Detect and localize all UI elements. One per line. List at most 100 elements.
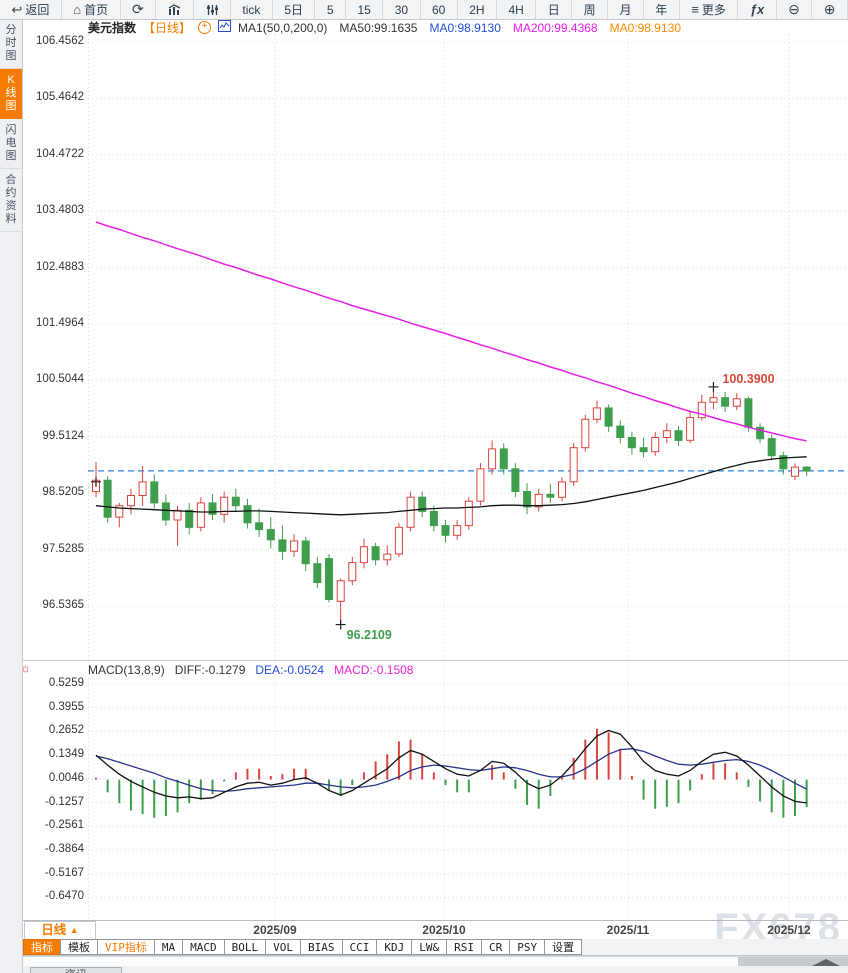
toolbar-zoom-in-icon[interactable]: ⊕ (812, 0, 848, 19)
macd-axis-label: -0.2561 (44, 819, 84, 832)
price-axis-label: 98.5205 (42, 486, 84, 499)
scrollbar-thumb[interactable] (738, 957, 848, 967)
kline-chart-icon (168, 3, 182, 16)
toolbar-button-日[interactable]: 日 (536, 0, 573, 19)
ma-value: MA50:99.1635 (339, 20, 418, 35)
indicator-tab-PSY[interactable]: PSY (509, 939, 546, 955)
toolbar-button-tick[interactable]: tick (231, 0, 273, 19)
indicator-tab-BOLL[interactable]: BOLL (223, 939, 267, 955)
zoom-out-icon: ⊖ (788, 1, 800, 17)
macd-value: DIFF:-0.1279 (174, 663, 246, 677)
symbol-name: 美元指数 (88, 21, 137, 35)
macd-axis-label: 0.0046 (48, 771, 84, 784)
refresh-icon: ⟳ (132, 1, 144, 17)
macd-header: MACD(13,8,9) DIFF:-0.1279 DEA:-0.0524 MACD:… (88, 663, 413, 677)
macd-axis-label: -0.6470 (44, 890, 84, 903)
toolbar-button-月[interactable]: 月 (608, 0, 644, 19)
collapse-arrow-icon[interactable] (812, 959, 840, 966)
toolbar-button-年[interactable]: 年 (644, 0, 680, 19)
macd-axis-label: 0.1349 (48, 748, 84, 761)
macd-value: MACD(13,8,9) (88, 663, 165, 677)
macd-axis-label: 0.5259 (48, 677, 84, 689)
toolbar-button-60[interactable]: 60 (421, 0, 458, 19)
main-candlestick-chart[interactable] (88, 35, 848, 660)
toolbar-button-首页[interactable]: ⌂ 首页 (62, 0, 121, 19)
price-axis-label: 97.5285 (42, 542, 84, 555)
ma-value: MA1(50,0,200,0) (238, 20, 328, 35)
toolbar-zoom-out-icon[interactable]: ⊖ (777, 0, 813, 19)
toolbar-button-更多[interactable]: ≡ 更多 (680, 0, 739, 19)
x-axis-date-label: 2025/09 (253, 923, 297, 937)
main-chart-header: 美元指数 【日线】 + MA1(50,0,200,0) MA50:99.1635 M… (88, 20, 681, 35)
kline-mini-icon (218, 20, 232, 35)
indicator-tab-BIAS[interactable]: BIAS (300, 939, 343, 955)
indicator-tab-KDJ[interactable]: KDJ (376, 939, 413, 955)
sidebar-item-分时图[interactable]: 分时图 (0, 19, 22, 69)
indicator-tab-设置[interactable]: 设置 (544, 939, 583, 955)
toolbar-button-30[interactable]: 30 (383, 0, 421, 19)
home-icon: ⌂ (73, 1, 82, 17)
toolbar-indicator-sliders-icon[interactable] (194, 0, 231, 19)
toolbar-button-5日[interactable]: 5日 (273, 0, 316, 19)
top-toolbar: ↩ 返回 ⌂ 首页 ⟳ tick 5日 5 15 30 60 2H 4H 日周月年 ≡ 更多 ƒx ⊖ ⊕ (0, 0, 848, 20)
indicator-tab-CCI[interactable]: CCI (341, 939, 378, 955)
indicator-tab-VOL[interactable]: VOL (265, 939, 301, 955)
high-price-annotation: 100.3900 (722, 371, 775, 386)
macd-value: MACD:-0.1508 (334, 663, 414, 677)
period-selector-button[interactable]: 日线 ▲ (24, 921, 96, 941)
macd-axis-label: 0.3955 (48, 700, 84, 713)
sidebar-item-合约资料[interactable]: 合约资料 (0, 169, 22, 232)
indicator-tab-MACD[interactable]: MACD (182, 939, 225, 955)
sidebar-item-闪电图[interactable]: 闪电图 (0, 119, 22, 169)
indicator-tab-模板[interactable]: 模板 (60, 939, 98, 955)
add-indicator-icon[interactable]: + (198, 21, 212, 34)
toolbar-button-5[interactable]: 5 (315, 0, 347, 19)
indicator-tab-指标[interactable]: 指标 (23, 939, 61, 955)
x-axis-row (0, 920, 848, 941)
toolbar-button-15[interactable]: 15 (346, 0, 384, 19)
back-icon: ↩ (11, 1, 23, 17)
indicator-tabs-row: 指标 模板 VIP指标 MA MACD BOLL VOL BIAS CCI KDJ LW& RSI CR… (0, 939, 848, 956)
price-axis-label: 96.5365 (42, 599, 84, 611)
x-axis-date-label: 2025/12 (767, 923, 811, 937)
macd-settings-icon[interactable]: ☼ (20, 661, 31, 675)
indicator-tab-RSI[interactable]: RSI (446, 939, 482, 955)
macd-axis-label: -0.3864 (44, 842, 84, 855)
x-axis-date-label: 2025/11 (606, 923, 650, 937)
toolbar-fx-icon[interactable]: ƒx (738, 0, 777, 19)
price-axis-label: 102.4883 (36, 260, 84, 273)
toolbar-button-返回[interactable]: ↩ 返回 (0, 0, 62, 19)
panel-separator (0, 660, 848, 661)
bottom-scroll-strip (0, 956, 848, 967)
price-axis-label: 103.4803 (36, 204, 84, 217)
indicator-sliders-icon (206, 4, 219, 16)
ma-value: MA0:98.9130 (609, 20, 681, 35)
macd-axis-label: -0.5167 (44, 866, 84, 879)
toolbar-button-2H[interactable]: 2H (458, 0, 498, 19)
indicator-tab-MA[interactable]: MA (153, 939, 184, 955)
indicator-tab-CR[interactable]: CR (481, 939, 511, 955)
toolbar-refresh-icon[interactable]: ⟳ (121, 0, 157, 19)
ma-value: MA0:98.9130 (429, 20, 501, 35)
toolbar-button-4H[interactable]: 4H (497, 0, 537, 19)
toolbar-button-周[interactable]: 周 (572, 0, 609, 19)
price-axis-label: 104.4722 (36, 147, 84, 160)
indicator-tab-LW&[interactable]: LW& (411, 939, 448, 955)
low-price-annotation: 96.2109 (346, 627, 392, 642)
ma-value: MA200:99.4368 (512, 20, 598, 35)
fx-icon: ƒx (749, 1, 765, 17)
news-tab-partial[interactable]: 资讯 (30, 967, 122, 973)
price-axis-label: 106.4562 (36, 35, 84, 47)
indicator-tab-VIP指标[interactable]: VIP指标 (97, 939, 155, 955)
macd-value: DEA:-0.0524 (255, 663, 325, 677)
price-axis-label: 105.4642 (36, 91, 84, 104)
chevron-up-icon: ▲ (69, 925, 79, 935)
toolbar-kline-chart-icon[interactable] (156, 0, 195, 19)
price-axis-label: 101.4964 (36, 317, 84, 329)
macd-indicator-chart[interactable] (88, 662, 848, 920)
macd-axis-label: 0.2652 (48, 724, 84, 737)
ma-values: MA1(50,0,200,0) MA50:99.1635 MA0:98.9130 MA… (238, 21, 681, 35)
